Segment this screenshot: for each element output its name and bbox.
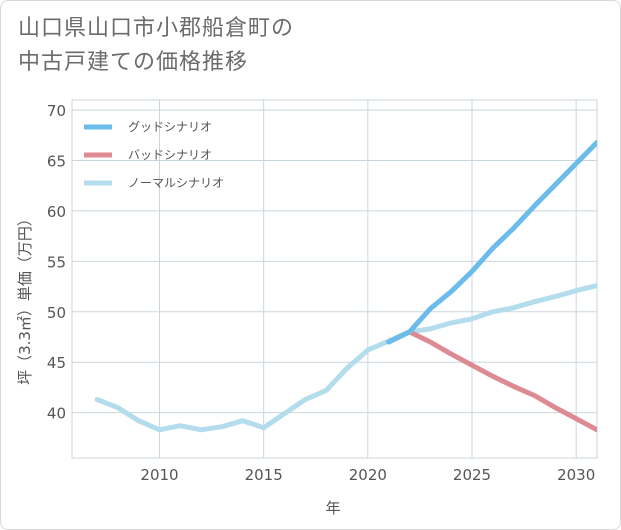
series-lines xyxy=(94,139,597,433)
y-tick-label: 50 xyxy=(47,304,66,322)
chart-title: 山口県山口市小郡船倉町の 中古戸建ての価格推移 xyxy=(18,12,578,80)
chart-title-line2: 中古戸建ての価格推移 xyxy=(18,50,249,75)
x-tick-label: 2020 xyxy=(349,466,387,484)
tick-labels: 2010 2015 2020 2025 2030 40 45 50 55 60 65 70 xyxy=(47,102,595,484)
y-tick-label: 65 xyxy=(47,153,66,171)
y-tick-label: 60 xyxy=(47,203,66,221)
x-axis-label: 年 xyxy=(325,499,340,517)
normal-scenario-line xyxy=(94,283,597,433)
y-tick-label: 70 xyxy=(47,102,66,120)
y-tick-label: 55 xyxy=(47,253,66,271)
legend-normal-label: ノーマルシナリオ xyxy=(128,176,224,190)
x-tick-label: 2025 xyxy=(453,466,491,484)
legend-bad-label: バッドシナリオ xyxy=(128,148,212,162)
y-tick-label: 45 xyxy=(47,354,66,372)
plot-border xyxy=(71,99,598,459)
x-tick-label: 2030 xyxy=(557,466,595,484)
x-tick-label: 2010 xyxy=(140,466,178,484)
legend-good-label: グッドシナリオ xyxy=(128,120,212,134)
chart-title-line1: 山口県山口市小郡船倉町の xyxy=(18,16,295,41)
y-axis-label: 坪（3.3㎡）単価（万円） xyxy=(16,211,34,385)
bad-scenario-line xyxy=(386,329,597,433)
good-scenario-line xyxy=(386,139,597,345)
y-tick-label: 40 xyxy=(47,405,66,423)
x-tick-label: 2015 xyxy=(245,466,283,484)
grid-lines xyxy=(71,99,598,459)
